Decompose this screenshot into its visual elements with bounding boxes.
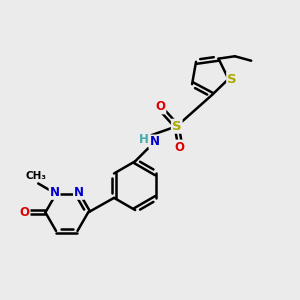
Text: H: H: [139, 133, 149, 146]
Text: N: N: [149, 136, 160, 148]
Text: O: O: [20, 206, 30, 219]
Text: O: O: [175, 140, 185, 154]
Text: CH₃: CH₃: [26, 170, 46, 181]
Text: N: N: [50, 186, 60, 199]
Text: S: S: [172, 120, 182, 133]
Text: N: N: [74, 186, 84, 199]
Text: O: O: [155, 100, 165, 113]
Text: S: S: [227, 73, 237, 85]
